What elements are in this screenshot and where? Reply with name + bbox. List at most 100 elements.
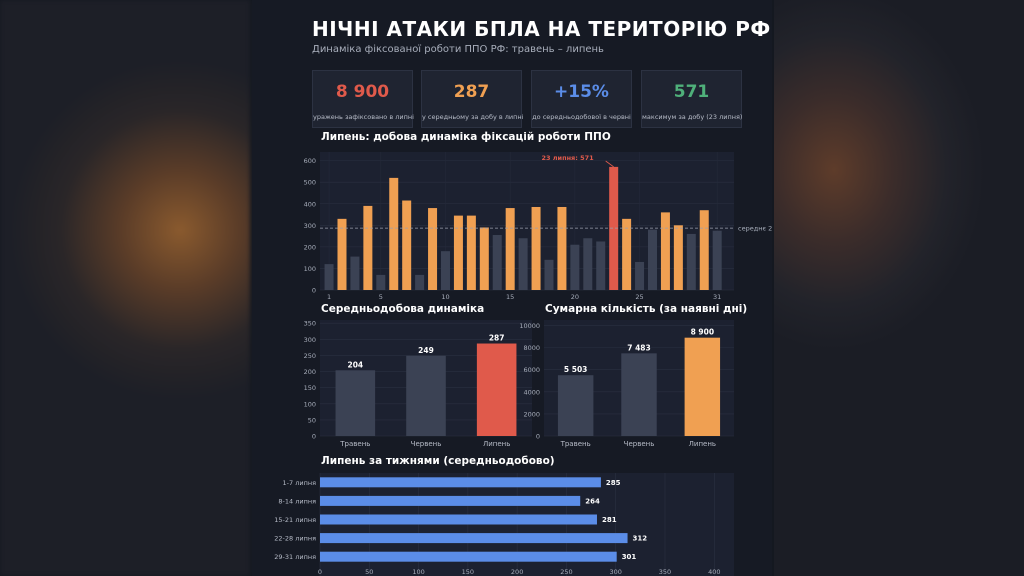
weekly-value-label: 312 [633,535,648,543]
daily-bar [337,218,347,290]
weekly-x-tick: 0 [318,568,322,576]
weekly-value-label: 301 [622,553,637,561]
total-x-tick: Липень [689,440,716,448]
weekly-value-label: 264 [585,497,600,505]
daily-x-tick: 31 [713,293,721,301]
avg-value-label: 204 [348,360,364,369]
total-y-tick: 8000 [523,344,540,352]
weekly-bar [320,514,597,525]
daily-bar [686,233,696,290]
daily-bar [699,210,709,290]
avg-y-tick: 350 [304,320,316,328]
weekly-y-tick: 15-21 липня [274,516,316,524]
total-y-tick: 4000 [523,388,540,396]
daily-y-tick: 400 [304,200,316,208]
daily-bar [389,177,399,290]
avg-bar [406,355,446,436]
daily-y-tick: 0 [312,287,316,295]
avg-y-tick: 300 [304,336,316,344]
daily-x-tick: 15 [506,293,514,301]
total-value-label: 5 503 [564,365,588,374]
weekly-bar [320,477,601,488]
daily-bar [324,264,334,290]
kpi-value: 287 [453,82,490,102]
daily-bar [635,261,645,290]
average-reference-label: середнє 287 [738,225,772,233]
avg-bar [476,343,517,436]
daily-bar [518,238,528,290]
peak-annotation-label: 23 липня: 571 [541,154,594,162]
daily-y-tick: 200 [304,243,316,251]
daily-bar [492,235,502,290]
daily-bar [712,230,722,290]
total-y-tick: 2000 [523,410,540,418]
kpi-card-average: 287 у середньому за добу в липні [421,70,524,128]
avg-y-tick: 200 [304,368,316,376]
avg-bar [335,370,376,436]
weekly-y-tick: 22-28 липня [274,535,316,543]
avg-x-tick: Червень [411,440,442,448]
kpi-card-total: 8 900 уражень зафіксовано в липні [312,70,414,128]
daily-bar [557,206,567,290]
kpi-label: у середньому за добу в липні [422,113,524,121]
kpi-label: максимум за добу (23 липня) [642,113,743,121]
daily-bar [531,206,541,290]
daily-bar [660,212,670,290]
kpi-card-growth: +15% до середньодобової в червні [531,70,632,128]
total-x-tick: Червень [624,440,655,448]
total-bar [684,337,721,436]
daily-bar [466,215,476,290]
avg-x-tick: Липень [483,440,510,448]
weekly-x-tick: 300 [610,568,622,576]
kpi-value: +15% [554,82,609,102]
daily-x-tick: 10 [441,293,449,301]
weekly-bar [320,551,617,562]
weekly-chart-title: Липень за тижнями (середньодобово) [321,455,555,467]
kpi-label: уражень зафіксовано в липні [313,113,414,121]
daily-bar [647,229,657,290]
daily-bar [583,238,593,290]
weekly-y-tick: 29-31 липня [274,553,316,561]
daily-bar [596,241,606,290]
avg-value-label: 287 [489,334,505,343]
avg-y-tick: 0 [312,433,316,441]
daily-bar [544,259,554,290]
total-y-tick: 10000 [519,322,540,330]
daily-x-tick: 20 [571,293,579,301]
avg-y-tick: 50 [308,416,316,424]
daily-bar [440,251,450,290]
avg-value-label: 249 [418,346,434,355]
weekly-value-label: 281 [602,516,617,524]
daily-chart-title: Липень: добова динаміка фіксацій роботи … [321,131,611,143]
weekly-bar [320,495,581,506]
daily-bar [350,256,360,290]
weekly-x-tick: 350 [659,568,671,576]
daily-bar [570,244,580,290]
total-x-tick: Травень [560,440,591,448]
total-bar [557,375,594,436]
kpi-card-max: 571 максимум за добу (23 липня) [641,70,742,128]
daily-x-tick: 1 [327,293,331,301]
avg-y-tick: 250 [304,352,316,360]
weekly-bar [320,533,628,544]
total-value-label: 8 900 [691,328,715,337]
daily-bar [479,227,489,290]
daily-bar [622,218,632,290]
daily-y-tick: 500 [304,179,316,187]
daily-y-tick: 300 [304,222,316,230]
total-bar [621,353,657,436]
weekly-x-tick: 250 [560,568,572,576]
weekly-y-tick: 1-7 липня [283,479,317,487]
daily-bar [609,166,619,290]
daily-x-tick: 25 [635,293,643,301]
weekly-value-label: 285 [606,479,621,487]
background-blur-right [774,0,1024,576]
page-subtitle: Динаміка фіксованої роботи ППО РФ: траве… [312,44,604,55]
avg-x-tick: Травень [339,440,370,448]
weekly-x-tick: 50 [365,568,373,576]
daily-y-tick: 100 [304,265,316,273]
infographic-panel: НІЧНІ АТАКИ БПЛА НА ТЕРИТОРІЮ РФ Динамік… [252,0,772,576]
daily-x-tick: 5 [379,293,383,301]
weekly-x-tick: 150 [462,568,474,576]
